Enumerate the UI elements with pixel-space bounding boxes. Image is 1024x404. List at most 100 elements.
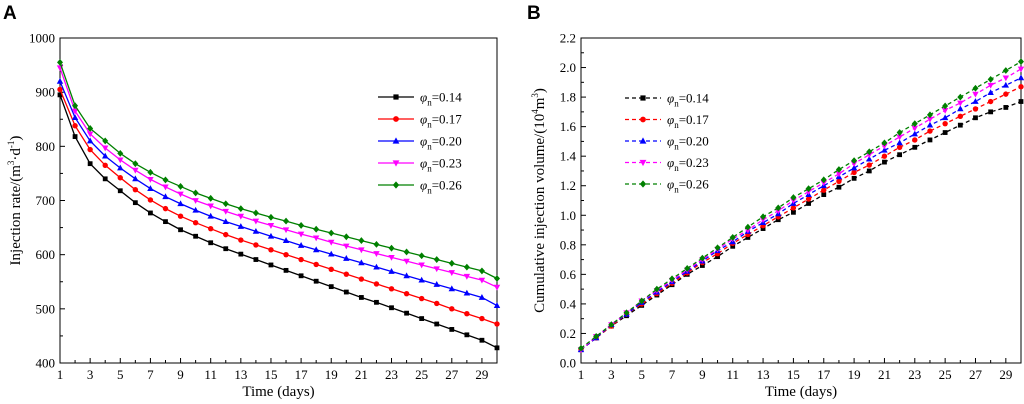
panel-b-data-point <box>775 204 782 212</box>
panel-a-x-tick-label: 11 <box>204 367 217 382</box>
panel-b-data-point <box>972 106 979 112</box>
panel-b-data-point <box>790 205 797 211</box>
panel-a-data-point <box>328 284 334 290</box>
panel-a-data-point <box>328 250 335 257</box>
panel-a-legend-marker <box>393 94 399 100</box>
panel-a-data-point <box>252 218 260 225</box>
panel-a-y-tick-label: 900 <box>36 85 56 100</box>
panel-b-legend-label: φn=0.14 <box>667 91 709 109</box>
panel-b-data-point <box>896 139 903 146</box>
panel-b-data-point <box>1017 66 1024 73</box>
panel-b-x-tick-label: 29 <box>999 367 1012 382</box>
panel-a-data-point <box>403 272 410 279</box>
panel-a-data-point <box>87 125 94 132</box>
panel-b-data-point <box>988 109 994 115</box>
panel-a-data-point <box>373 263 380 270</box>
panel-b-data-point <box>836 178 842 184</box>
panel-b-series-line <box>580 77 1022 351</box>
panel-b-x-tick-label: 13 <box>757 367 770 382</box>
panel-b-plot-frame <box>580 37 1022 364</box>
panel-b-legend-label: φn=0.23 <box>667 155 709 173</box>
panel-a-x-tick-label: 1 <box>57 367 64 382</box>
panel-b-data-point <box>926 121 934 128</box>
panel-a-data-point <box>237 213 245 220</box>
panel-a-data-point <box>343 255 350 261</box>
panel-b-data-point <box>973 115 978 121</box>
panel-a-data-point <box>373 281 380 287</box>
panel-b-series-line <box>580 61 1022 349</box>
panel-a-data-point <box>117 188 123 194</box>
panel-b-data-point <box>593 333 600 340</box>
panel-b-data-point <box>699 263 705 268</box>
panel-a-x-tick-label: 27 <box>445 367 459 382</box>
panel-b-y-axis-title: Cumulative injection volume/(104m3) <box>530 88 548 313</box>
panel-a-data-point <box>222 200 229 208</box>
panel-b-data-point <box>957 113 964 119</box>
panel-a-x-tick-label: 9 <box>177 367 184 382</box>
panel-b-data-point <box>926 111 933 119</box>
panel-b-legend-marker <box>639 159 647 167</box>
panel-a-data-point <box>177 200 184 207</box>
panel-a-data-point <box>193 233 199 239</box>
panel-a-data-point <box>147 168 154 176</box>
panel-letter-a: A <box>3 3 17 24</box>
panel-b-data-point <box>653 285 660 293</box>
panel-b-x-tick-label: 25 <box>939 367 952 382</box>
panel-b-x-axis-title: Time (days) <box>765 384 837 400</box>
panel-b-data-point <box>578 344 584 352</box>
panel-a-data-point <box>343 243 350 250</box>
panel-b-data-point <box>987 75 994 83</box>
panel-b-series-0 <box>578 99 1024 353</box>
panel-a-data-point <box>493 302 501 308</box>
panel-a-data-point <box>282 237 290 243</box>
panel-a-data-point <box>238 251 244 257</box>
panel-a-data-point <box>192 198 199 204</box>
panel-a-y-tick-label: 600 <box>36 247 56 262</box>
panel-a-x-tick-label: 23 <box>385 367 398 382</box>
panel-a-data-point <box>207 194 214 202</box>
panel-b-data-point <box>866 155 873 162</box>
panel-a-data-point <box>448 285 455 292</box>
panel-a-data-point <box>418 295 425 302</box>
panel-a-x-tick-label: 21 <box>355 367 368 382</box>
panel-a-data-point <box>418 276 425 283</box>
panel-b-y-tick-label: 1.2 <box>560 178 576 193</box>
panel-a-data-point <box>478 277 486 284</box>
panel-b-data-point <box>805 185 812 193</box>
panel-a-x-tick-label: 15 <box>264 367 277 382</box>
panel-a-data-point <box>418 262 425 269</box>
panel-a-legend-label: φn=0.17 <box>420 112 462 130</box>
panel-a-data-point <box>494 275 500 282</box>
panel-a-data-point <box>388 254 395 261</box>
panel-a-data-point <box>312 246 320 253</box>
panel-a-data-point <box>343 289 349 295</box>
panel-a-data-point <box>403 290 410 297</box>
panel-b-x-tick-label: 1 <box>578 367 585 382</box>
panel-a-legend-label: φn=0.20 <box>420 134 462 152</box>
panel-b-data-point <box>957 122 963 128</box>
panel-a-data-point <box>313 261 319 268</box>
panel-b-data-point <box>927 137 933 143</box>
panel-a-legend-marker <box>392 160 400 167</box>
panel-a-data-point <box>283 267 289 273</box>
panel-b-x-tick-label: 3 <box>608 367 615 382</box>
panel-b-data-point <box>866 168 872 174</box>
panel-a-data-point <box>57 86 63 93</box>
panel-a-x-tick-label: 3 <box>87 367 94 382</box>
panel-a-data-point <box>222 208 229 215</box>
panel-a-data-point <box>478 294 486 300</box>
panel-a-data-point <box>358 259 365 266</box>
panel-b-data-point <box>699 254 706 262</box>
panel-a-data-point <box>358 247 365 254</box>
panel-a-data-point <box>56 77 64 84</box>
panel-a-data-point <box>418 252 425 260</box>
panel-a-data-point <box>388 286 395 292</box>
panel-b-data-point <box>1017 74 1024 81</box>
panel-a-data-point <box>132 160 139 168</box>
panel-a-data-point <box>343 233 350 241</box>
panel-a-data-point <box>253 242 259 248</box>
panel-b-data-point <box>850 161 858 167</box>
panel-a-data-point <box>87 161 93 167</box>
panel-b-legend-marker <box>639 137 647 144</box>
